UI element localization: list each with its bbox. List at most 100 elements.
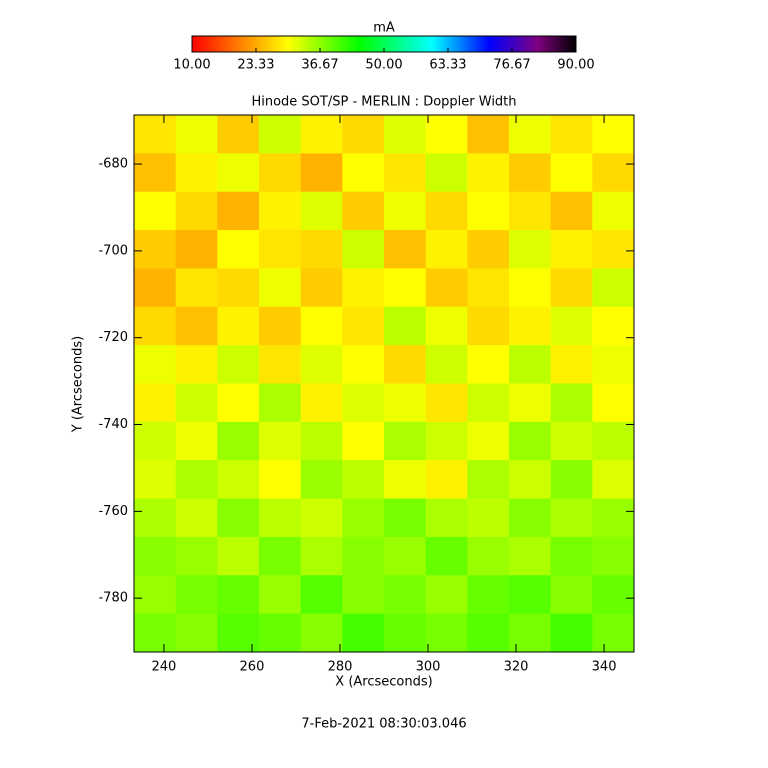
heatmap-cell [592, 575, 635, 615]
heatmap-cell [134, 460, 177, 500]
heatmap-cell [592, 421, 635, 461]
heatmap-cell [342, 306, 385, 346]
heatmap-cell [592, 613, 635, 653]
heatmap-cell [342, 460, 385, 500]
heatmap-cell [134, 536, 177, 576]
heatmap-cell [342, 536, 385, 576]
colorbar-tick-label: 10.00 [173, 58, 210, 73]
heatmap-cell [425, 383, 468, 423]
heatmap-cell [550, 153, 593, 193]
heatmap-cell [300, 498, 343, 538]
heatmap-cell [467, 421, 510, 461]
x-tick-label: 260 [240, 660, 265, 675]
heatmap-cell [384, 536, 427, 576]
heatmap-cell [217, 536, 260, 576]
colorbar-tick-label: 23.33 [237, 58, 274, 73]
colorbar-label: mA [373, 21, 395, 36]
heatmap-cell [550, 536, 593, 576]
heatmap-cell [384, 345, 427, 384]
x-tick-label: 320 [504, 660, 529, 675]
heatmap-cell [509, 498, 552, 538]
heatmap-cell [592, 268, 635, 308]
heatmap-cell [425, 575, 468, 615]
heatmap-cell [592, 536, 635, 576]
heatmap-cell [134, 345, 177, 384]
heatmap-cell [259, 383, 302, 423]
heatmap-cell [509, 575, 552, 615]
heatmap-cell [134, 383, 177, 423]
heatmap-cell [134, 153, 177, 193]
heatmap-cell [300, 268, 343, 308]
heatmap-cell [175, 230, 218, 269]
heatmap-cell [175, 575, 218, 615]
heatmap-cell [425, 153, 468, 193]
heatmap-cell [592, 383, 635, 423]
heatmap-cell [467, 230, 510, 269]
plot-frame [133, 114, 635, 653]
heatmap-cell [384, 498, 427, 538]
heatmap-cell [425, 613, 468, 653]
heatmap-cell [175, 268, 218, 308]
heatmap-cell [592, 306, 635, 346]
heatmap-cell [259, 575, 302, 615]
heatmap-cell [175, 306, 218, 346]
heatmap-cell [259, 345, 302, 384]
heatmap-cell [259, 536, 302, 576]
heatmap-cell [509, 460, 552, 500]
heatmap-cell [467, 498, 510, 538]
heatmap-cell [550, 575, 593, 615]
heatmap-cell [300, 153, 343, 193]
heatmap-cell [467, 383, 510, 423]
heatmap-cell [134, 191, 177, 231]
heatmap-cell [300, 536, 343, 576]
heatmap-cell [384, 575, 427, 615]
heatmap-cell [592, 498, 635, 538]
heatmap-cell [509, 191, 552, 231]
heatmap-cell [175, 153, 218, 193]
heatmap-cell [217, 115, 260, 154]
heatmap-cell [175, 460, 218, 500]
heatmap-cell [467, 268, 510, 308]
colorbar-tick-label: 36.67 [301, 58, 338, 73]
heatmap-cell [550, 230, 593, 269]
heatmap-cell [425, 536, 468, 576]
heatmap-cell [259, 230, 302, 269]
heatmap-cell [550, 383, 593, 423]
heatmap-cell [134, 115, 177, 154]
colorbar-tick-label: 50.00 [365, 58, 402, 73]
heatmap-cell [134, 421, 177, 461]
heatmap-cell [384, 115, 427, 154]
heatmap-cell [300, 306, 343, 346]
heatmap-cell [300, 460, 343, 500]
heatmap-cell [217, 191, 260, 231]
y-tick-label: -680 [98, 157, 128, 172]
heatmap-cell [300, 575, 343, 615]
heatmap-cell [217, 575, 260, 615]
heatmap-cell [384, 383, 427, 423]
chart-title: Hinode SOT/SP - MERLIN : Doppler Width [251, 95, 516, 110]
heatmap-cell [425, 191, 468, 231]
x-tick-label: 300 [416, 660, 441, 675]
heatmap-cell [509, 421, 552, 461]
heatmap-cell [384, 191, 427, 231]
heatmap-cell [217, 383, 260, 423]
heatmap-cell [217, 345, 260, 384]
heatmap-cell [384, 306, 427, 346]
heatmap-cell [217, 268, 260, 308]
heatmap-cell [259, 191, 302, 231]
footer-date: 7-Feb-2021 08:30:03.046 [301, 717, 466, 732]
heatmap-cell [259, 306, 302, 346]
heatmap-cell [467, 460, 510, 500]
heatmap-cell [467, 575, 510, 615]
heatmap-cell [509, 230, 552, 269]
heatmap-cell [592, 230, 635, 269]
heatmap-cell [259, 115, 302, 154]
heatmap-cell [425, 460, 468, 500]
heatmap-cell [259, 498, 302, 538]
heatmap-cell [342, 191, 385, 231]
heatmap-cell [342, 421, 385, 461]
heatmap-cell [550, 460, 593, 500]
heatmap-cell [259, 613, 302, 653]
heatmap-cell [300, 345, 343, 384]
